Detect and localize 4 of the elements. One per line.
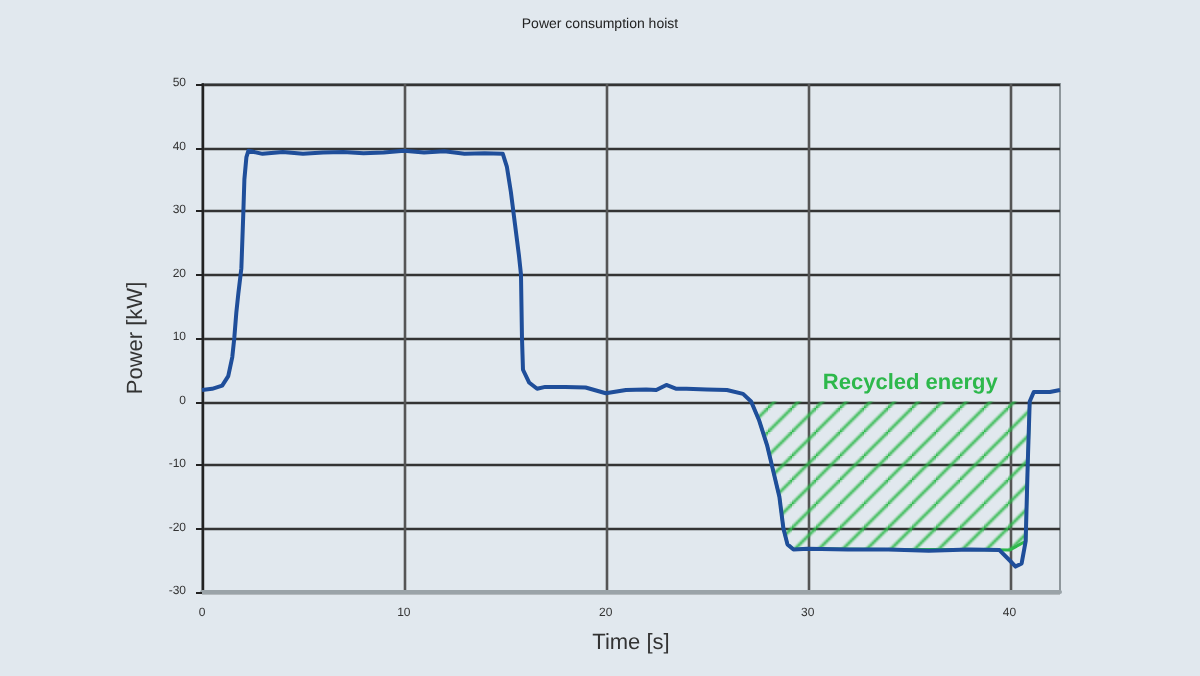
line-series	[200, 148, 1062, 569]
series-label: Recycled energy	[822, 370, 1000, 395]
x-axis-title: Time [s]	[592, 631, 670, 655]
y-axis-title: Power [kW]	[123, 281, 148, 395]
